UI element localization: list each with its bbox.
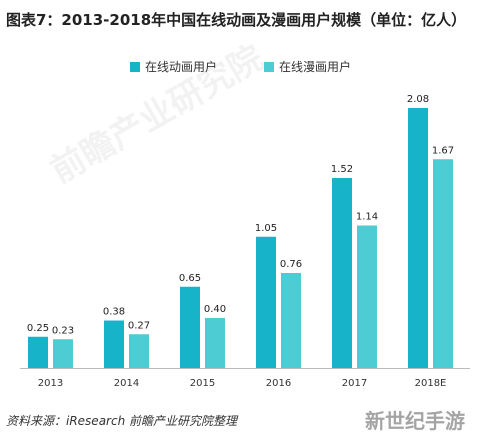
bar-2014-series1 [104,320,124,368]
bar-2013-series1 [28,336,48,368]
bar-2016-series1 [256,236,276,368]
data-label-2016-series1: 1.05 [255,223,277,234]
legend-item-series1: 在线动画用户 [130,56,217,74]
data-label-2014-series1: 0.38 [103,307,125,318]
x-tick-label-2013: 2013 [38,378,63,389]
data-label-2016-series2: 0.76 [280,259,302,270]
bar-2017-series1 [332,178,352,368]
bar-2013-series2 [53,339,73,368]
bar-2018E-series2 [433,159,453,368]
bar-2018E-series1 [408,108,428,368]
legend-label-series1: 在线动画用户 [145,60,218,74]
bar-2017-series2 [357,225,377,368]
x-tick-label-2017: 2017 [342,378,367,389]
data-label-2017-series1: 1.52 [331,164,353,175]
data-label-2015-series2: 0.40 [204,304,226,315]
source-note: 资料来源：iResearch 前瞻产业研究院整理 [6,414,237,428]
data-label-2018E-series2: 1.67 [432,145,454,156]
legend-swatch-series2 [264,61,274,72]
bar-2015-series2 [205,318,225,368]
x-tick-label-2015: 2015 [190,378,215,389]
data-label-2013-series1: 0.25 [27,323,49,334]
data-label-2015-series1: 0.65 [179,273,201,284]
legend-label-series2: 在线漫画用户 [279,60,352,74]
bar-2016-series2 [281,273,301,368]
watermark-logo: 新世纪手游 [365,409,465,433]
data-label-2017-series2: 1.14 [356,212,378,223]
x-tick-label-2014: 2014 [114,378,139,389]
bar-2015-series1 [180,286,200,368]
legend-item-series2: 在线漫画用户 [264,56,351,74]
data-label-2018E-series1: 2.08 [407,94,429,105]
legend-swatch-series1 [130,61,140,72]
data-label-2014-series2: 0.27 [128,320,150,331]
x-tick-label-2016: 2016 [266,378,291,389]
x-tick-label-2018E: 2018E [415,378,447,389]
data-label-2013-series2: 0.23 [52,325,74,336]
bar-2014-series2 [129,334,149,368]
chart-title: 图表7：2013-2018年中国在线动画及漫画用户规模（单位：亿人） [6,11,467,29]
